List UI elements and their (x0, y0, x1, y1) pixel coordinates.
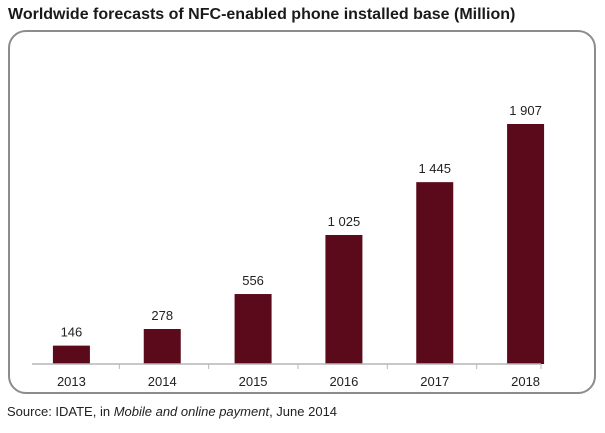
source-suffix: , June 2014 (269, 404, 338, 419)
data-label-2018: 1 907 (509, 103, 542, 118)
x-tick-label-2017: 2017 (420, 374, 449, 389)
bars-group (52, 124, 545, 364)
data-label-2016: 1 025 (328, 214, 361, 229)
x-tick-label-2018: 2018 (511, 374, 540, 389)
x-tick-label-2015: 2015 (239, 374, 268, 389)
data-label-2017: 1 445 (418, 161, 451, 176)
x-tick-label-2016: 2016 (329, 374, 358, 389)
source-publication: Mobile and online payment (113, 404, 270, 419)
source-note: Source: IDATE, in Mobile and online paym… (7, 404, 337, 419)
chart-frame (8, 30, 596, 394)
x-axis: 2013 2014 2015 2016 2017 2018 (32, 363, 542, 389)
bar-2013 (52, 345, 90, 364)
x-tick-label-2014: 2014 (148, 374, 177, 389)
bar-2018 (507, 124, 545, 364)
data-label-2015: 556 (242, 273, 264, 288)
bar-2017 (416, 182, 454, 364)
data-labels-group: 146 278 556 1 025 1 445 1 907 (61, 103, 542, 340)
bar-2016 (325, 235, 363, 364)
source-prefix: Source: IDATE, in (7, 404, 114, 419)
data-label-2013: 146 (61, 325, 83, 340)
bar-2015 (234, 294, 272, 364)
chart-title: Worldwide forecasts of NFC-enabled phone… (8, 6, 516, 23)
data-label-2014: 278 (151, 308, 173, 323)
bar-2014 (143, 329, 181, 364)
x-tick-label-2013: 2013 (57, 374, 86, 389)
